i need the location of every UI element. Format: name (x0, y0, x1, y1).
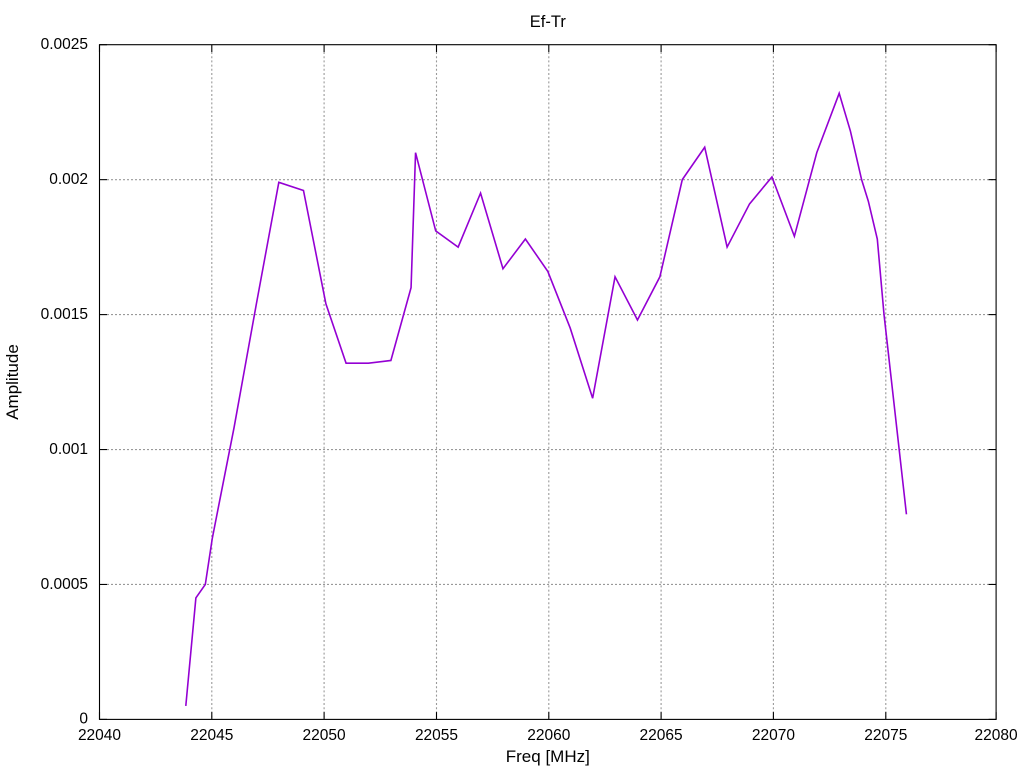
svg-text:22040: 22040 (78, 727, 121, 744)
svg-text:22065: 22065 (640, 727, 683, 744)
svg-text:Ef-Tr: Ef-Tr (530, 13, 567, 31)
svg-text:0.001: 0.001 (49, 441, 88, 458)
svg-text:22060: 22060 (527, 727, 570, 744)
svg-text:0.0025: 0.0025 (41, 36, 88, 53)
svg-text:22070: 22070 (752, 727, 795, 744)
svg-text:0.0005: 0.0005 (41, 576, 88, 593)
svg-text:22055: 22055 (415, 727, 458, 744)
svg-text:0.0015: 0.0015 (41, 306, 88, 323)
svg-text:22050: 22050 (303, 727, 346, 744)
svg-text:0.002: 0.002 (49, 171, 88, 188)
svg-text:0: 0 (79, 711, 88, 728)
svg-text:22080: 22080 (975, 727, 1018, 744)
svg-text:Freq [MHz]: Freq [MHz] (506, 747, 590, 766)
svg-text:22045: 22045 (190, 727, 233, 744)
svg-text:22075: 22075 (864, 727, 907, 744)
svg-text:Amplitude: Amplitude (3, 344, 22, 420)
